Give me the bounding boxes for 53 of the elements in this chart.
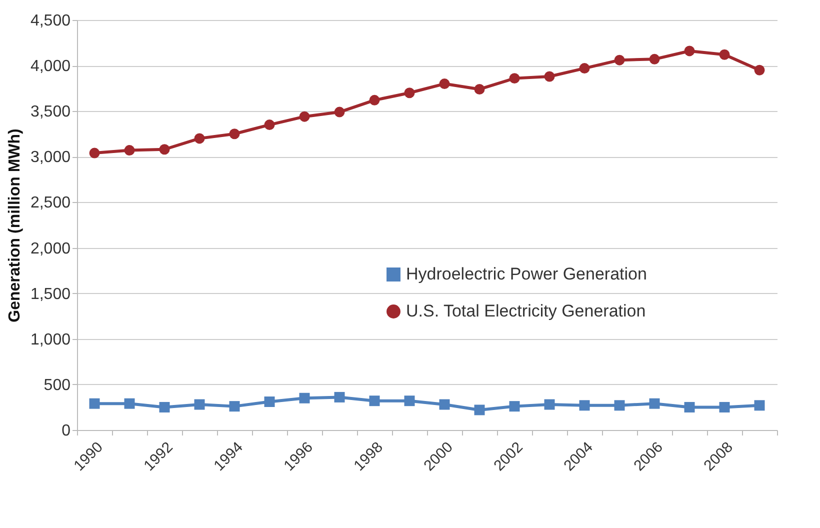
- y-tick-label: 1,500: [30, 286, 71, 303]
- point: [369, 94, 380, 106]
- point: [299, 111, 310, 122]
- point: [544, 399, 555, 410]
- y-tick-label: 500: [44, 376, 71, 394]
- legend-label: U.S. Total Electricity Generation: [406, 302, 646, 320]
- point: [264, 120, 275, 130]
- point: [124, 398, 135, 409]
- point: [439, 78, 450, 90]
- point: [334, 106, 345, 118]
- point: [719, 49, 730, 60]
- y-tick-label: 0: [62, 422, 71, 440]
- point: [124, 145, 135, 156]
- point: [229, 401, 240, 412]
- point: [649, 54, 660, 64]
- y-tick-label: 3,000: [30, 149, 71, 166]
- y-tick-label: 4,500: [30, 12, 71, 30]
- point: [649, 398, 660, 409]
- point: [719, 402, 730, 412]
- point: [544, 71, 555, 82]
- point: [194, 133, 205, 144]
- legend-label: Hydroelectric Power Generation: [406, 264, 647, 284]
- point: [229, 128, 240, 140]
- point: [474, 404, 485, 416]
- y-axis-title: Generation (million MWh): [6, 128, 24, 322]
- point: [264, 396, 275, 407]
- point: [684, 402, 695, 412]
- point: [334, 392, 345, 402]
- point: [439, 399, 450, 410]
- point: [579, 400, 590, 411]
- y-tick-label: 2,500: [30, 194, 71, 212]
- point: [404, 396, 415, 406]
- point: [299, 392, 310, 404]
- point: [684, 46, 695, 56]
- y-tick-label: 3,500: [30, 104, 71, 121]
- point: [754, 64, 765, 76]
- point: [509, 401, 520, 412]
- point: [89, 398, 100, 409]
- y-tick-label: 4,000: [30, 58, 71, 76]
- point: [614, 54, 625, 66]
- y-tick-label: 2,000: [30, 240, 71, 258]
- point: [614, 400, 625, 411]
- y-tick-label: 1,000: [30, 331, 71, 348]
- point: [369, 396, 380, 406]
- point: [194, 399, 205, 410]
- point: [89, 148, 100, 158]
- point: [474, 84, 485, 94]
- point: [159, 144, 170, 155]
- point: [579, 63, 590, 74]
- point: [509, 73, 520, 84]
- point: [404, 88, 415, 98]
- point: [159, 402, 170, 412]
- point: [754, 400, 765, 411]
